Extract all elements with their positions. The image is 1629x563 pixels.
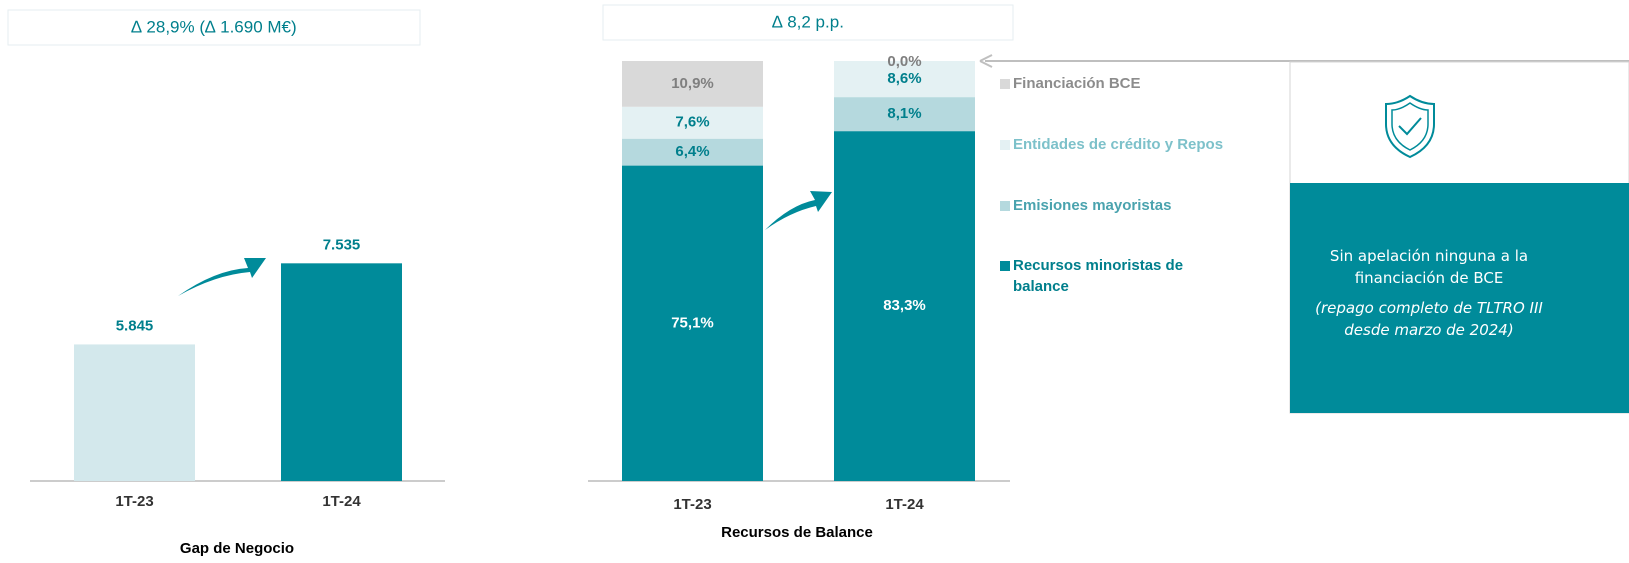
shield-icon (1385, 94, 1435, 159)
callout-main: Sin apelación ninguna a la financiación … (1329, 247, 1529, 287)
header-box (602, 4, 1014, 41)
x-tick-label: 1T-23 (115, 493, 153, 510)
bar (281, 263, 402, 481)
bar-segment (834, 61, 975, 98)
bar-segment (622, 165, 763, 481)
legend-label: Emisiones mayoristas (1013, 197, 1171, 214)
legend-swatch (1000, 201, 1010, 211)
chart-title: Recursos de Balance (721, 524, 873, 541)
legend-label: Recursos minoristas de balance (1013, 257, 1183, 295)
growth-arrow (765, 191, 832, 230)
value-label: 8,1% (887, 105, 921, 122)
x-tick-label: 1T-24 (885, 496, 924, 513)
bar-segment (834, 131, 975, 481)
bar-segment (622, 61, 763, 107)
x-tick-label: 1T-24 (322, 493, 361, 510)
check-icon (1398, 117, 1422, 136)
value-label: 5.845 (116, 317, 154, 334)
bar-segment (622, 138, 763, 166)
value-label: 8,6% (887, 70, 921, 87)
legend-swatch (1000, 79, 1010, 89)
callout-body: Sin apelación ninguna a la financiación … (1300, 245, 1558, 341)
bar-segment (622, 106, 763, 139)
value-label: 6,4% (675, 143, 709, 160)
bar (74, 344, 195, 481)
chart-title: Gap de Negocio (180, 540, 294, 557)
legend-swatch (1000, 140, 1010, 150)
x-tick-label: 1T-23 (673, 496, 711, 513)
callout-text: Sin apelación ninguna a la financiación … (1300, 245, 1558, 341)
value-label: 7.535 (323, 236, 361, 253)
legend-label: Entidades de crédito y Repos (1013, 136, 1223, 153)
growth-arrow (178, 258, 266, 296)
callout-panel (1290, 183, 1629, 413)
value-label: 0,0% (887, 53, 921, 70)
value-label: 75,1% (671, 314, 714, 331)
shield-icon (1391, 102, 1429, 151)
connector-head (979, 54, 993, 68)
bar-segment (834, 97, 975, 132)
callout-note: (repago completo de TLTRO III desde marz… (1315, 299, 1543, 339)
value-label: 7,6% (675, 114, 709, 131)
value-label: 83,3% (883, 297, 926, 314)
legend-swatch (1000, 261, 1010, 271)
header-box (7, 9, 421, 46)
header: ∆ 28,9% (∆ 1.690 M€) (131, 17, 296, 36)
value-label: 10,9% (671, 75, 714, 92)
legend-label: Financiación BCE (1013, 75, 1141, 92)
header: ∆ 8,2 p.p. (772, 12, 844, 31)
legend-line: balance (1013, 278, 1069, 295)
legend-line: Recursos minoristas de (1013, 257, 1183, 274)
